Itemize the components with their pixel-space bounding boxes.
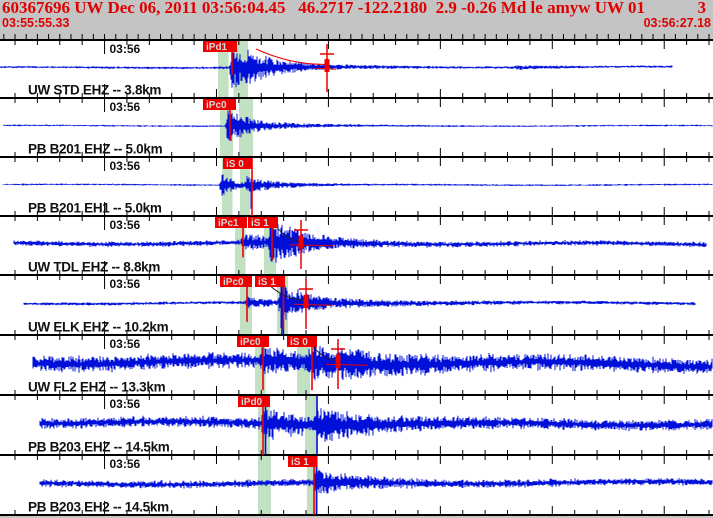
pick-flag-label: iPd0 <box>241 397 263 408</box>
window-start-time: 03:55:55.33 <box>2 16 70 30</box>
coda-envelope-line <box>325 363 369 366</box>
waveform-trace[interactable] <box>0 49 673 88</box>
pick-flag-label: iS 1 <box>291 457 309 468</box>
pick-flag-label: iS 0 <box>290 337 308 348</box>
pick-flag-label: iS 0 <box>226 159 244 170</box>
station-label: UW ELK EHZ -- 10.2km <box>28 320 169 335</box>
minute-tick-label: 03:56 <box>110 218 141 232</box>
station-label: UW FL2 EHZ -- 13.3km <box>28 380 166 395</box>
station-label: PB B201 EHZ -- 5.0km <box>28 142 163 157</box>
minute-tick-label: 03:56 <box>110 42 141 56</box>
minute-tick-label: 03:56 <box>110 100 141 114</box>
coda-decay-curve <box>255 48 328 65</box>
pick-window-band <box>235 217 246 274</box>
panel-background <box>0 40 713 515</box>
pick-flag[interactable] <box>203 41 237 52</box>
pick-flag[interactable] <box>288 456 317 467</box>
pick-flag-label: iPc1 <box>218 218 239 229</box>
waveform-trace[interactable] <box>23 284 696 329</box>
minute-tick-label: 03:56 <box>110 397 141 411</box>
pick-flag[interactable] <box>238 396 270 407</box>
window-time-row: 03:55:55.33 03:56:27.18 <box>0 16 713 31</box>
station-label: PB B203 EHZ -- 14.5km <box>28 440 170 455</box>
pick-window-band <box>307 456 318 514</box>
pick-flag-label: iPc0 <box>240 337 261 348</box>
pick-flag[interactable] <box>248 217 278 228</box>
waveform-trace[interactable] <box>13 218 707 263</box>
pick-flag[interactable] <box>255 276 285 287</box>
event-summary-text: 60367696 UW Dec 06, 2011 03:56:04.45 46.… <box>2 0 645 17</box>
pick-flag-label: iS 1 <box>251 218 269 229</box>
pick-flag-label: iPd1 <box>206 42 228 53</box>
pick-flag[interactable] <box>237 336 269 347</box>
waveform-trace[interactable] <box>39 469 713 494</box>
pick-flag-label: iPc0 <box>206 100 227 111</box>
coda-marker-box[interactable] <box>324 59 330 72</box>
coda-envelope-line <box>288 244 334 247</box>
coda-envelope-line <box>293 303 333 306</box>
pick-flag[interactable] <box>215 217 247 228</box>
coda-marker-box[interactable] <box>335 354 341 368</box>
minute-tick-label: 03:56 <box>110 337 141 351</box>
minute-tick-label: 03:56 <box>110 457 141 471</box>
station-label: PB B201 EH1 -- 5.0km <box>28 201 162 216</box>
waveform-trace[interactable] <box>3 110 713 142</box>
pick-flag[interactable] <box>203 99 236 110</box>
event-header: 60367696 UW Dec 06, 2011 03:56:04.45 46.… <box>0 0 713 17</box>
pick-flag-label: iPc0 <box>223 277 244 288</box>
event-count: 3 <box>697 0 707 17</box>
window-end-time: 03:56:27.18 <box>643 16 711 30</box>
minute-tick-label: 03:56 <box>110 277 141 291</box>
trace-panels[interactable]: iPd1 03:56 UW STD EHZ -- 3.8km iPc0 03:56 PB … <box>0 31 713 518</box>
coda-marker-box[interactable] <box>298 235 304 249</box>
pick-flag[interactable] <box>220 276 252 287</box>
station-label: UW STD EHZ -- 3.8km <box>28 83 161 98</box>
pick-window-band <box>240 276 252 334</box>
waveform-trace[interactable] <box>2 174 713 209</box>
coda-marker-box[interactable] <box>303 294 309 308</box>
minute-tick-label: 03:56 <box>110 159 141 173</box>
station-label: UW TDL EHZ -- 8.8km <box>28 260 160 275</box>
pick-flag-label: iS 1 <box>258 277 276 288</box>
pick-window-band <box>218 41 229 97</box>
pick-flag[interactable] <box>287 336 317 347</box>
station-label: PB B203 EH2 -- 14.5km <box>28 500 169 515</box>
pick-flag[interactable] <box>223 158 252 169</box>
